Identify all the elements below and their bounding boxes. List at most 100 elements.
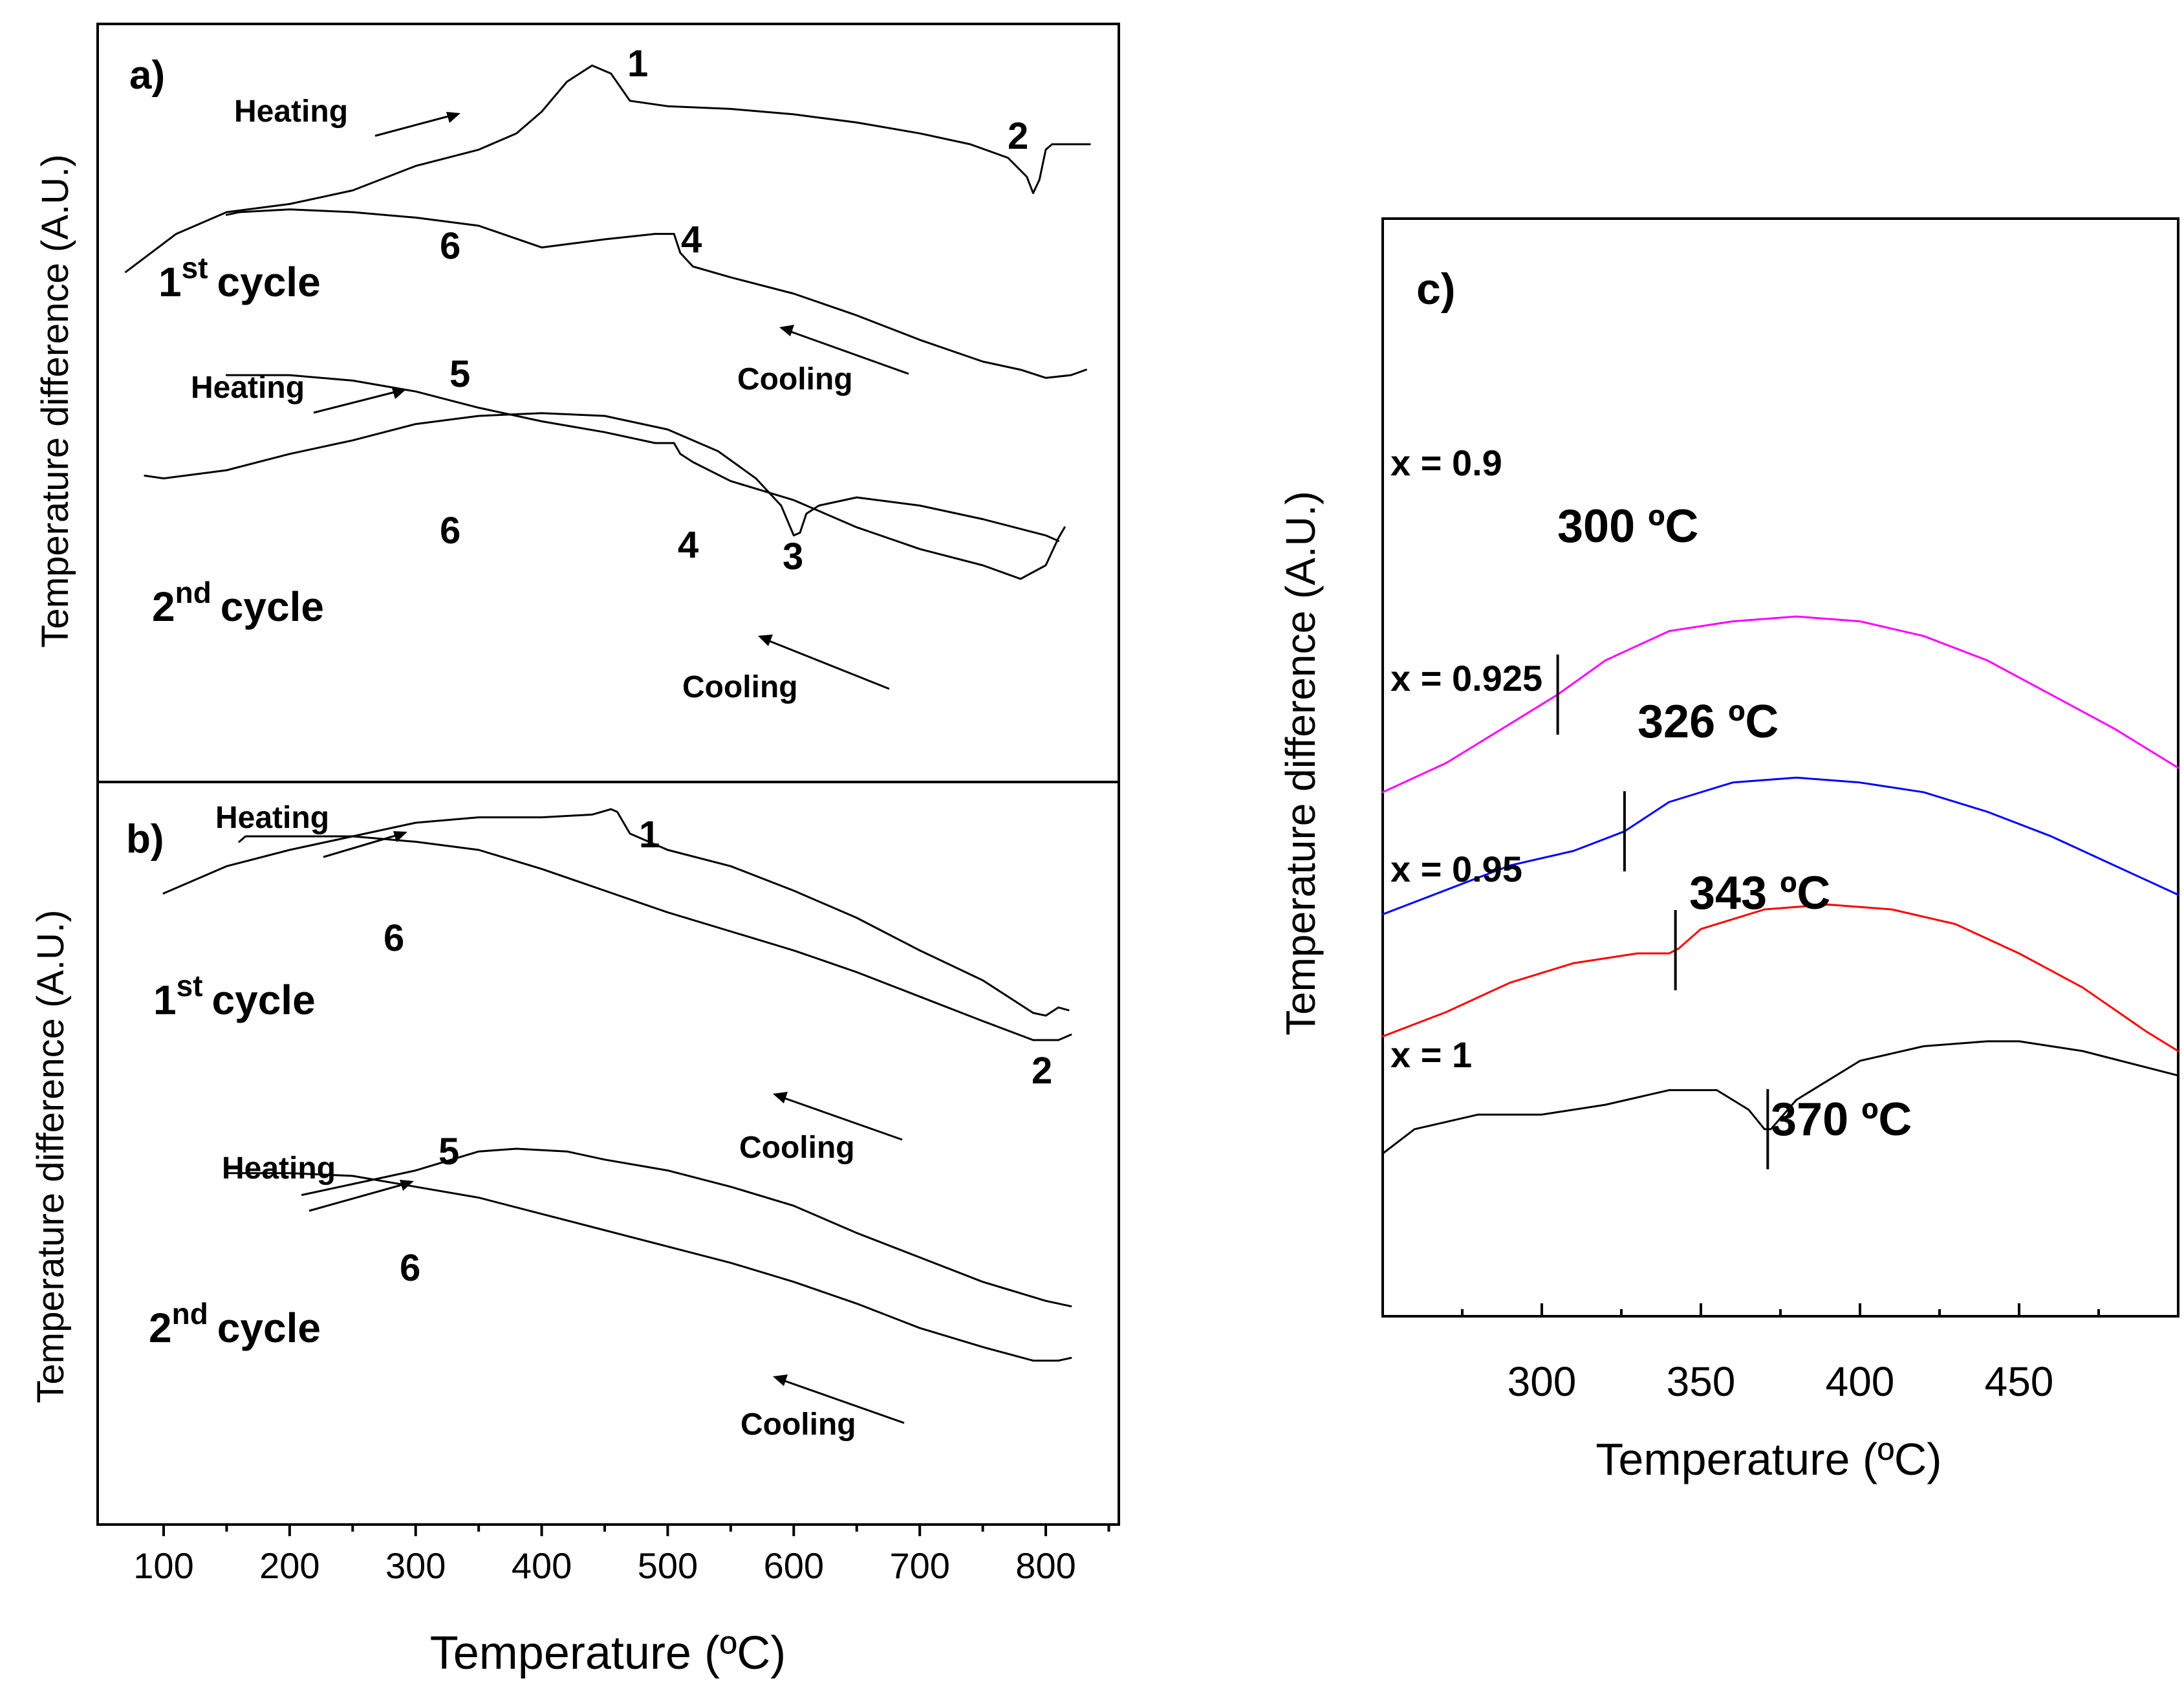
a-point-2: 2 xyxy=(1008,115,1028,157)
panel-c-x-tick-label-450: 450 xyxy=(1985,1358,2054,1405)
b-cooling-arrow-bottom xyxy=(779,1378,905,1424)
panel-a-ylabel: Temperature difference (A.U.) xyxy=(34,155,76,648)
a-cooling-label-bottom: Cooling xyxy=(682,670,798,704)
c-series-label-x1: x = 1 xyxy=(1390,1034,1472,1075)
b-cycle-bottom-num: 2 xyxy=(149,1305,172,1351)
a-cooling-arrowhead-top xyxy=(779,325,794,336)
c-temp-label-300: 300 ºC xyxy=(1557,501,1698,552)
b-heating-label-top: Heating xyxy=(215,801,329,835)
b-cycle-bottom-word: cycle xyxy=(217,1305,321,1351)
a-point-1: 1 xyxy=(627,43,648,85)
a-point-3: 3 xyxy=(783,536,803,578)
b-cycle-top-sup: st xyxy=(177,969,203,1003)
b-cycle-top-num: 1 xyxy=(153,977,177,1023)
b-heating-arrowhead-bottom xyxy=(400,1180,414,1191)
panel-b-x-tick-label-100: 100 xyxy=(133,1545,193,1586)
panel-b-letter: b) xyxy=(126,817,164,862)
panel-c-x-0-925-curve xyxy=(1381,776,2179,916)
b-point-1: 1 xyxy=(639,814,660,856)
c-temp-label-326: 326 ºC xyxy=(1638,696,1779,748)
b-heating-arrow-top xyxy=(323,833,400,858)
a-point-4-bottom: 4 xyxy=(678,524,698,566)
panel-b-2nd-cycle-heating-curve xyxy=(301,1147,1072,1308)
panel-b-x-tick-label-400: 400 xyxy=(512,1545,572,1586)
b-cooling-label-bottom: Cooling xyxy=(741,1407,856,1442)
panel-a-letter: a) xyxy=(129,53,165,98)
b-cooling-arrowhead-bottom xyxy=(773,1374,788,1386)
a-cycle-label-top: 1st cycle xyxy=(158,251,321,305)
panel-b-1st-cycle-cooling-curve xyxy=(238,835,1072,1041)
panel-a-2nd-cycle-cooling-curve xyxy=(225,374,1066,580)
b-cycle-top-word: cycle xyxy=(212,977,316,1023)
b-point-2: 2 xyxy=(1032,1050,1052,1092)
panel-c-x-1-curve xyxy=(1381,1040,2179,1155)
a-point-4-top: 4 xyxy=(681,219,702,261)
panel-b-x-tick-label-300: 300 xyxy=(385,1545,446,1586)
b-point-6-bottom: 6 xyxy=(400,1247,420,1289)
a-heating-arrow-bottom xyxy=(313,390,398,414)
panel-c-x-0-95-curve xyxy=(1381,904,2179,1052)
a-cooling-arrow-top xyxy=(785,329,909,375)
a-point-6-bottom: 6 xyxy=(440,510,460,552)
a-point-5: 5 xyxy=(449,353,470,395)
panel-c-ylabel: Temperature difference (A.U.) xyxy=(1277,491,1324,1036)
a-cycle-bottom-word: cycle xyxy=(221,583,324,630)
c-series-label-x095: x = 0.95 xyxy=(1390,849,1522,889)
a-heating-label-top: Heating xyxy=(234,94,348,129)
a-cycle-top-word: cycle xyxy=(217,259,321,305)
a-cooling-arrowhead-bottom xyxy=(758,635,773,646)
a-cycle-top-num: 1 xyxy=(158,259,182,305)
panel-b: b) Temperature difference (A.U.) 100 200 3… xyxy=(30,781,1120,1679)
b-cycle-bottom-sup: nd xyxy=(172,1297,208,1330)
a-cycle-bottom-num: 2 xyxy=(152,583,175,630)
c-temp-label-343: 343 ºC xyxy=(1689,867,1830,919)
panel-b-1st-cycle-heating-curve xyxy=(162,808,1070,1017)
panel-c-x-tick-label-300: 300 xyxy=(1508,1358,1577,1405)
b-point-6-top: 6 xyxy=(384,917,404,959)
c-series-label-x09: x = 0.9 xyxy=(1390,442,1502,483)
panel-c: c) Temperature difference (A.U.) 300 350 4… xyxy=(1277,217,2179,1484)
c-temp-label-370: 370 ºC xyxy=(1771,1094,1912,1146)
c-series-label-x0925: x = 0.925 xyxy=(1390,658,1542,699)
panel-b-ylabel: Temperature difference (A.U.) xyxy=(30,910,72,1404)
panel-a-1st-cycle-cooling-curve xyxy=(225,208,1087,379)
panel-a-curves xyxy=(125,64,1091,580)
panel-a: a) Temperature difference (A.U.) Heating… xyxy=(34,23,1120,783)
panel-b-x-ticks: 100 200 300 400 500 600 700 800 xyxy=(133,1525,1110,1586)
a-cooling-label-top: Cooling xyxy=(737,362,853,396)
a-heating-arrowhead-top xyxy=(446,112,460,123)
panel-b-xlabel: Temperature (ºC) xyxy=(430,1627,786,1679)
b-cooling-arrow-top xyxy=(779,1095,903,1141)
b-cycle-label-top: 1st cycle xyxy=(153,969,316,1023)
panel-c-xlabel: Temperature (ºC) xyxy=(1595,1434,1941,1484)
b-heating-label-bottom: Heating xyxy=(222,1151,336,1186)
panel-b-x-tick-label-800: 800 xyxy=(1015,1545,1076,1586)
panel-c-frame xyxy=(1381,217,2179,1318)
a-heating-label-bottom: Heating xyxy=(191,371,305,405)
panel-c-x-0-9-curve xyxy=(1381,615,2179,794)
b-heating-arrow-bottom xyxy=(308,1182,407,1212)
b-point-5: 5 xyxy=(438,1131,459,1173)
a-point-6-top: 6 xyxy=(440,225,460,267)
panel-c-x-tick-label-350: 350 xyxy=(1667,1358,1736,1405)
b-cooling-arrowhead-top xyxy=(773,1092,788,1103)
panel-b-x-tick-label-700: 700 xyxy=(889,1545,949,1586)
panel-c-x-ticks: 300 350 400 450 xyxy=(1461,1303,2100,1405)
panel-b-x-tick-label-500: 500 xyxy=(638,1545,698,1586)
panel-b-2nd-cycle-cooling-curve xyxy=(225,1172,1072,1362)
panel-b-x-tick-label-200: 200 xyxy=(259,1545,319,1586)
a-heating-arrowhead-bottom xyxy=(392,388,406,399)
panel-b-curves xyxy=(162,808,1072,1362)
a-cycle-top-sup: st xyxy=(182,251,208,285)
panel-c-x-tick-label-400: 400 xyxy=(1826,1358,1895,1405)
a-cooling-arrow-bottom xyxy=(764,638,890,690)
panel-c-curves xyxy=(1381,615,2179,1169)
b-heating-arrowhead-top xyxy=(393,831,407,842)
a-heating-arrow-top xyxy=(374,114,453,137)
b-cycle-label-bottom: 2nd cycle xyxy=(149,1297,321,1351)
panel-b-frame xyxy=(96,781,1120,1526)
panel-a-1st-cycle-heating-curve xyxy=(125,64,1091,273)
panel-c-letter: c) xyxy=(1416,265,1455,314)
b-cooling-label-top: Cooling xyxy=(739,1131,855,1165)
